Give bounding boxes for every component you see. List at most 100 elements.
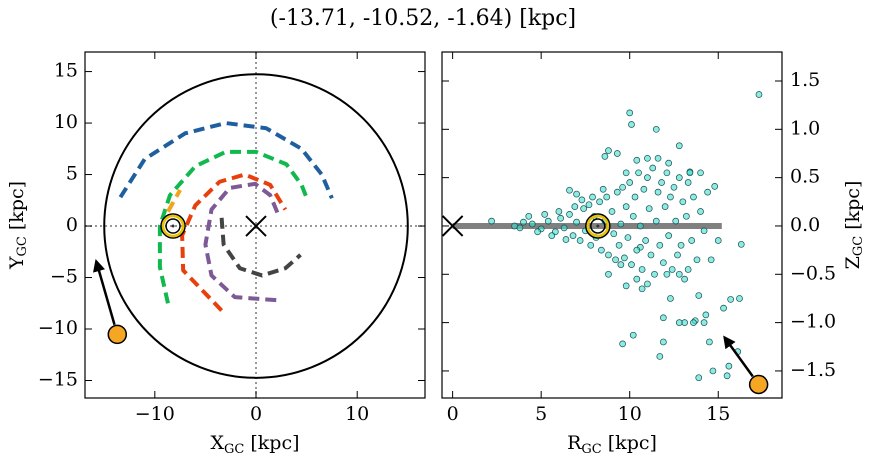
star-point (605, 147, 612, 154)
star-point (635, 169, 642, 177)
star-point (573, 190, 580, 198)
star-point (684, 179, 692, 186)
star-point (668, 266, 676, 273)
cross (441, 215, 464, 237)
star-point (598, 246, 605, 254)
axis-label: ZGC [kpc] (842, 181, 866, 270)
y-tick-label: 1.5 (790, 69, 820, 91)
star-point (725, 362, 733, 370)
star-point (644, 154, 651, 162)
plot-area (85, 52, 425, 398)
star-point (628, 121, 635, 128)
axis-label-main: R (567, 432, 582, 454)
y-tick-label: −10 (38, 317, 78, 339)
y-tick-label: 0.5 (790, 166, 820, 188)
axis-label-sub: GC (15, 236, 30, 256)
star-point (755, 91, 763, 98)
star-point (700, 227, 708, 235)
star-point (651, 270, 658, 278)
star-point (681, 275, 688, 283)
star-point (528, 220, 536, 228)
star-point (688, 237, 696, 244)
target-point (748, 374, 769, 395)
star-point (520, 218, 527, 226)
arrow (723, 335, 754, 378)
star-point (667, 193, 674, 201)
axes-frame (84, 51, 426, 399)
star-point (555, 208, 563, 215)
star-point (619, 340, 626, 348)
star-point (622, 282, 630, 290)
star-point (727, 296, 734, 303)
galactic-center (245, 215, 267, 237)
star-point (636, 222, 644, 230)
x-tick-label: 10 (618, 403, 642, 425)
star-point (663, 169, 671, 177)
arrow (93, 258, 116, 326)
star-point (638, 285, 646, 293)
star-point (695, 374, 703, 382)
star-point (525, 212, 533, 220)
axis-label-main: Y (6, 256, 28, 270)
star-point (612, 256, 619, 264)
star-point (580, 205, 588, 212)
star-point (649, 164, 657, 172)
axis-label: XGC [kpc] (210, 432, 299, 457)
star-point (644, 280, 651, 288)
y-tick-label: −5 (50, 266, 78, 288)
y-tick-label: −0.5 (790, 262, 836, 284)
sun-marker (160, 213, 186, 239)
star-point (674, 251, 681, 259)
star-point (576, 237, 584, 244)
star-point (704, 188, 711, 196)
spiral-arm (118, 121, 334, 200)
star-point (629, 212, 637, 220)
star-point (626, 179, 634, 186)
star-point (656, 241, 664, 249)
spiral-arm (219, 217, 302, 278)
axis-label-sub: GC (224, 442, 244, 457)
star-point (656, 353, 664, 360)
star-point (654, 154, 662, 162)
sun-inner (165, 218, 181, 234)
sun-ring (160, 213, 186, 239)
x-tick-label: 5 (535, 403, 547, 425)
star-point (675, 319, 683, 326)
star-point (660, 338, 667, 346)
star-point (697, 208, 704, 215)
star-point (640, 185, 648, 193)
star-point (667, 295, 674, 302)
star-point (621, 254, 628, 262)
sun-inner (590, 218, 606, 234)
star-point (605, 270, 612, 278)
star-point (622, 203, 630, 210)
y-tick-label: 0 (66, 214, 78, 236)
star-point (695, 292, 703, 299)
axis-label-unit: [kpc] (244, 432, 299, 454)
star-point (557, 214, 564, 222)
star-point (610, 230, 618, 238)
star-point (663, 270, 671, 278)
star-point (661, 203, 669, 210)
star-point (658, 179, 665, 186)
star-point (675, 174, 683, 181)
star-point (675, 270, 683, 278)
star-point (633, 156, 641, 164)
y-tick-label: −1.5 (790, 359, 836, 381)
star-point (723, 372, 731, 380)
star-point (603, 193, 611, 201)
spiral-arm (157, 149, 310, 304)
sun-dot (171, 224, 175, 228)
star-point (652, 125, 660, 133)
axes-frame (441, 51, 783, 399)
x-tick-label: −10 (135, 403, 175, 425)
sun-band (161, 214, 185, 238)
star-point (534, 228, 541, 236)
star-point (599, 185, 607, 193)
y-tick-label: 5 (66, 163, 78, 185)
star-point (516, 224, 524, 232)
star-point (626, 109, 634, 117)
star-point (737, 240, 745, 248)
star-point (711, 182, 719, 190)
